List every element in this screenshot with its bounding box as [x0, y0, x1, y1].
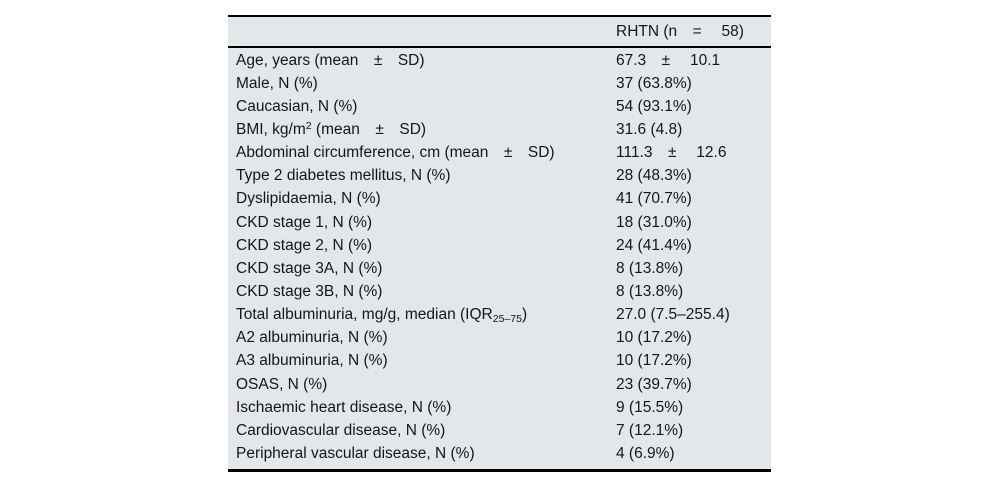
row-value: 10 (17.2%) — [616, 352, 692, 370]
row-value: 37 (63.8%) — [616, 74, 692, 92]
row-value: 67.3 ± 10.1 — [616, 51, 721, 69]
table-row: CKD stage 2, N (%) 24 (41.4%) — [228, 234, 771, 257]
row-value: 4 (6.9%) — [616, 444, 675, 462]
row-value: 8 (13.8%) — [616, 259, 684, 277]
table-row: Abdominal circumference, cm (mean ± SD) … — [228, 142, 771, 165]
row-label: Ischaemic heart disease, N (%) — [236, 398, 452, 416]
header-value-cell: RHTN (n = 58) — [616, 22, 744, 40]
table-row: Peripheral vascular disease, N (%) 4 (6.… — [228, 442, 771, 465]
row-label: Type 2 diabetes mellitus, N (%) — [236, 167, 451, 185]
table-row: Male, N (%) 37 (63.8%) — [228, 72, 771, 95]
row-value: 41 (70.7%) — [616, 190, 692, 208]
row-label: A3 albuminuria, N (%) — [236, 352, 388, 370]
row-label: CKD stage 2, N (%) — [236, 236, 373, 254]
row-label: CKD stage 3A, N (%) — [236, 259, 383, 277]
row-value: 18 (31.0%) — [616, 213, 692, 231]
row-label: Cardiovascular disease, N (%) — [236, 421, 446, 439]
row-value: 9 (15.5%) — [616, 398, 684, 416]
row-label: Abdominal circumference, cm (mean ± SD) — [236, 144, 555, 162]
table-body: Age, years (mean ± SD) 67.3 ± 10.1 Male,… — [228, 48, 771, 469]
table-row: BMI, kg/m2 (mean ± SD) 31.6 (4.8) — [228, 118, 771, 141]
row-value: 8 (13.8%) — [616, 282, 684, 300]
row-value: 23 (39.7%) — [616, 375, 692, 393]
row-label: Dyslipidaemia, N (%) — [236, 190, 381, 208]
row-value: 10 (17.2%) — [616, 329, 692, 347]
row-value: 111.3 ± 12.6 — [616, 144, 727, 162]
table-row: A3 albuminuria, N (%) 10 (17.2%) — [228, 350, 771, 373]
row-value: 7 (12.1%) — [616, 421, 684, 439]
row-label: Age, years (mean ± SD) — [236, 51, 425, 69]
table-row: Cardiovascular disease, N (%) 7 (12.1%) — [228, 419, 771, 442]
table-row: Dyslipidaemia, N (%) 41 (70.7%) — [228, 188, 771, 211]
table-row: Type 2 diabetes mellitus, N (%) 28 (48.3… — [228, 165, 771, 188]
row-value: 28 (48.3%) — [616, 167, 692, 185]
table-row: Total albuminuria, mg/g, median (IQR25–7… — [228, 304, 771, 327]
table-row: Caucasian, N (%) 54 (93.1%) — [228, 95, 771, 118]
row-label: BMI, kg/m2 (mean ± SD) — [236, 120, 427, 138]
row-label: Peripheral vascular disease, N (%) — [236, 444, 475, 462]
table-row: OSAS, N (%) 23 (39.7%) — [228, 373, 771, 396]
row-label: A2 albuminuria, N (%) — [236, 329, 388, 347]
row-label: OSAS, N (%) — [236, 375, 328, 393]
row-value: 27.0 (7.5–255.4) — [616, 306, 730, 324]
row-label: CKD stage 3B, N (%) — [236, 282, 383, 300]
table-row: Ischaemic heart disease, N (%) 9 (15.5%) — [228, 396, 771, 419]
table-row: A2 albuminuria, N (%) 10 (17.2%) — [228, 327, 771, 350]
table-header-row: RHTN (n = 58) — [228, 17, 771, 48]
table-row: Age, years (mean ± SD) 67.3 ± 10.1 — [228, 49, 771, 72]
table-row: CKD stage 1, N (%) 18 (31.0%) — [228, 211, 771, 234]
row-value: 24 (41.4%) — [616, 236, 692, 254]
row-label: Male, N (%) — [236, 74, 318, 92]
row-label: Total albuminuria, mg/g, median (IQR25–7… — [236, 306, 528, 326]
row-value: 31.6 (4.8) — [616, 120, 683, 138]
characteristics-table: RHTN (n = 58) Age, years (mean ± SD) 67.… — [228, 15, 771, 472]
row-label: CKD stage 1, N (%) — [236, 213, 373, 231]
table-row: CKD stage 3B, N (%) 8 (13.8%) — [228, 280, 771, 303]
row-value: 54 (93.1%) — [616, 97, 692, 115]
row-label: Caucasian, N (%) — [236, 97, 358, 115]
table-row: CKD stage 3A, N (%) 8 (13.8%) — [228, 257, 771, 280]
